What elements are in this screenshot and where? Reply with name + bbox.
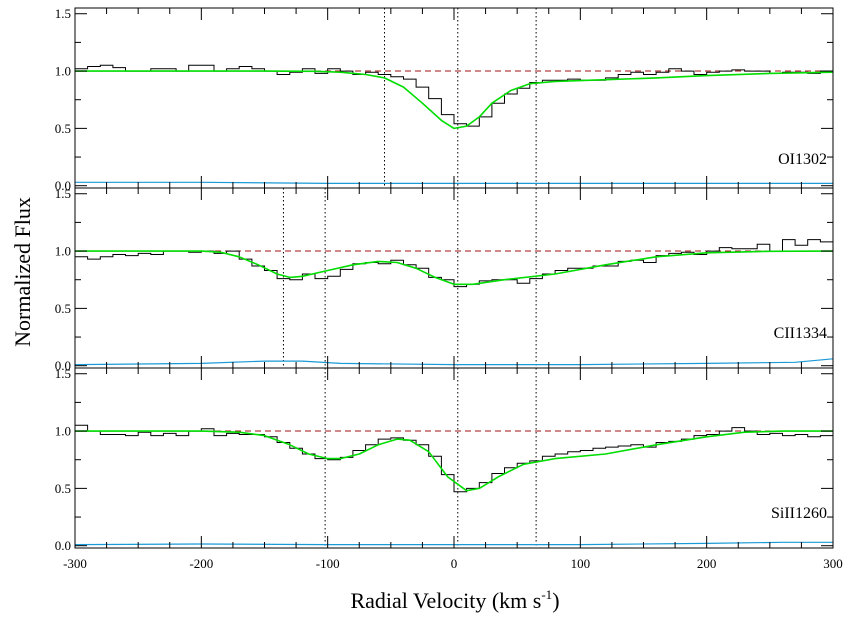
flux-data-histogram [75,239,833,288]
panel-frame [74,187,834,369]
y-tick-label: 1.0 [55,244,71,259]
y-tick-label: 1.0 [55,64,71,79]
x-tick-label: 300 [823,556,843,571]
x-axis-tick-labels: -300 -200 -100 0 100 200 300 [63,556,843,571]
y-tick-label: 1.5 [55,186,71,201]
model-fit-line [75,70,833,130]
panel-plot-area [75,8,833,188]
model-fit-line [75,430,833,492]
x-tick-label: 200 [697,556,717,571]
x-tick-label: 0 [451,556,458,571]
x-axis-label-end: ) [552,588,559,613]
panel-ion-label: OI1302 [778,151,827,168]
x-tick-label: -200 [189,556,213,571]
y-tick-label: 0.0 [55,178,71,193]
x-tick-label: 100 [571,556,591,571]
y-axis-label: Normalized Flux [10,197,35,347]
x-tick-label: -100 [316,556,340,571]
y-tick-label: 0.0 [55,358,71,373]
panel-2: 0.0 0.5 1.0 1.5 SiII1260 [55,366,834,553]
x-tick-label: -300 [63,556,87,571]
panel-plot-area [75,368,833,548]
panel-frame [74,367,834,549]
panel-ion-label: SiII1260 [771,505,827,522]
y-tick-label: 1.5 [55,6,71,21]
panels-group: 0.00.51.01.5OI13020.00.51.01.5CII13340.0… [55,6,834,553]
y-tick-label: 0.5 [55,121,71,136]
x-axis-label: Radial Velocity (km s-1) [350,587,559,613]
y-tick-label: 0.0 [55,538,71,553]
panel-1: 0.0 0.5 1.0 1.5 CII1334 [55,186,834,373]
model-fit-line [75,250,833,286]
panel-ion-label: CII1334 [774,325,827,342]
flux-data-histogram [75,64,833,127]
y-tick-label: 1.5 [55,366,71,381]
panel-frame [74,7,834,189]
y-tick-label: 1.0 [55,424,71,439]
panel-0: 0.0 0.5 1.0 1.5 OI1302 [55,6,834,193]
flux-data-histogram [75,424,833,493]
y-tick-label: 0.5 [55,481,71,496]
x-axis-label-superscript: -1 [541,587,552,602]
panel-plot-area [75,188,833,368]
y-tick-label: 0.5 [55,301,71,316]
